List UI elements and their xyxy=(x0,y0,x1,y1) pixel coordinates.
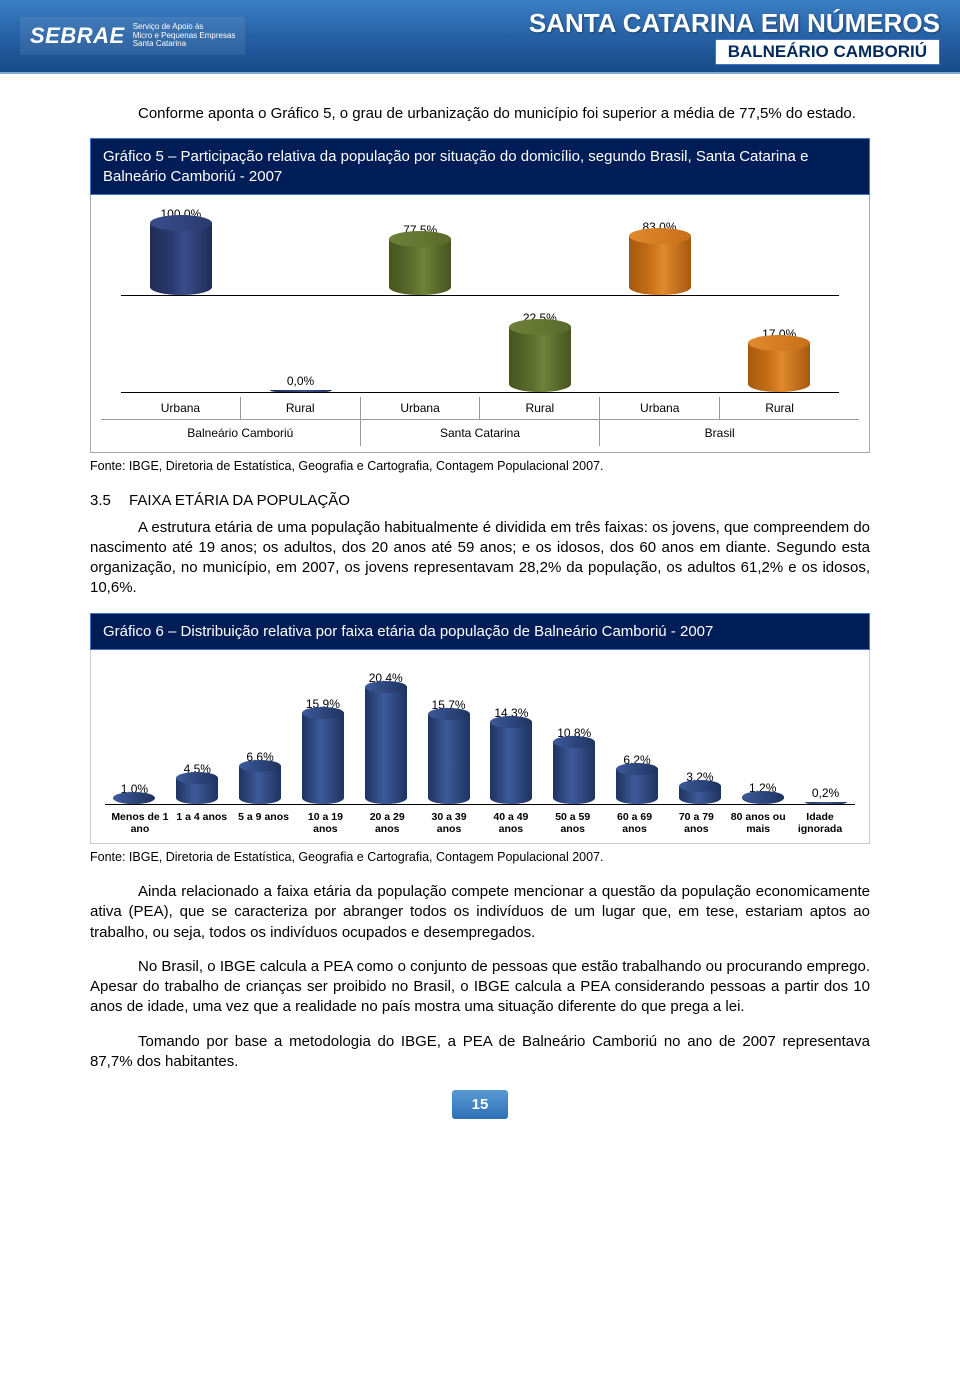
header-subtitle: BALNEÁRIO CAMBORIÚ xyxy=(715,39,940,65)
chart6-bar: 6,2% xyxy=(608,664,667,804)
chart6-category-label: Idade ignorada xyxy=(791,811,849,835)
chart5-category-label: Rural xyxy=(719,397,839,419)
chart5-bar-slot xyxy=(360,302,480,392)
chart5-category-label: Urbana xyxy=(360,397,480,419)
chart6-category-label: 50 a 59 anos xyxy=(544,811,602,835)
chart6-bar: 20,4% xyxy=(356,664,415,804)
chart5-bar-slot xyxy=(241,205,361,295)
chart6-bar-label: 0,2% xyxy=(812,786,839,800)
paragraph-after-2: No Brasil, o IBGE calcula a PEA como o c… xyxy=(90,957,870,1018)
chart6-category-label: 60 a 69 anos xyxy=(606,811,664,835)
chart5-group-label: Santa Catarina xyxy=(360,420,600,446)
chart5-bar-slot: 77,5% xyxy=(360,205,480,295)
chart6-category-label: 80 anos ou mais xyxy=(729,811,787,835)
chart5-group-label: Balneário Camboriú xyxy=(121,420,360,446)
section-heading: 3.5 FAIXA ETÁRIA DA POPULAÇÃO xyxy=(90,491,870,511)
page-header: SEBRAE Serviço de Apoio às Micro e Peque… xyxy=(0,0,960,74)
chart6-bar: 3,2% xyxy=(670,664,729,804)
chart5-bar-slot xyxy=(719,205,839,295)
chart5-category-label: Urbana xyxy=(599,397,719,419)
chart5-source: Fonte: IBGE, Diretoria de Estatística, G… xyxy=(90,459,870,473)
chart6-category-label: 40 a 49 anos xyxy=(482,811,540,835)
chart6-bar: 4,5% xyxy=(168,664,227,804)
chart6-bar: 0,2% xyxy=(796,664,855,804)
logo-subtitle: Serviço de Apoio às Micro e Pequenas Emp… xyxy=(133,23,236,49)
chart6-category-label: 5 a 9 anos xyxy=(235,811,293,835)
chart5-category-label: Rural xyxy=(479,397,599,419)
chart5-bar-label: 0,0% xyxy=(287,374,314,388)
chart5-bar-slot xyxy=(480,205,600,295)
header-title-wrap: SANTA CATARINA EM NÚMEROS BALNEÁRIO CAMB… xyxy=(529,8,940,65)
logo: SEBRAE Serviço de Apoio às Micro e Peque… xyxy=(20,17,245,55)
chart6-bar: 1,0% xyxy=(105,664,164,804)
paragraph-after-3: Tomando por base a metodologia do IBGE, … xyxy=(90,1032,870,1073)
chart6-source: Fonte: IBGE, Diretoria de Estatística, G… xyxy=(90,850,870,864)
chart5-category-label: Rural xyxy=(240,397,360,419)
header-title: SANTA CATARINA EM NÚMEROS xyxy=(529,8,940,39)
chart5-bar-slot: 0,0% xyxy=(241,302,361,392)
paragraph-after-1: Ainda relacionado a faixa etária da popu… xyxy=(90,882,870,943)
chart5-category-label: Urbana xyxy=(121,397,240,419)
chart6-category-label: 10 a 19 anos xyxy=(296,811,354,835)
chart5-bar-slot: 83,0% xyxy=(600,205,720,295)
chart5-title: Gráfico 5 – Participação relativa da pop… xyxy=(90,138,870,195)
chart5-bar-slot: 17,0% xyxy=(719,302,839,392)
chart6: 1,0%4,5%6,6%15,9%20,4%15,7%14,3%10,8%6,2… xyxy=(90,650,870,844)
chart6-category-label: 1 a 4 anos xyxy=(173,811,231,835)
section-number: 3.5 xyxy=(90,492,111,509)
chart5-bar-slot xyxy=(600,302,720,392)
chart5-bar-slot xyxy=(121,302,241,392)
chart6-bar: 14,3% xyxy=(482,664,541,804)
intro-paragraph: Conforme aponta o Gráfico 5, o grau de u… xyxy=(90,104,870,124)
chart5: 100,0%77,5%83,0% 0,0%22,5%17,0% UrbanaRu… xyxy=(90,195,870,453)
chart6-bar: 1,2% xyxy=(733,664,792,804)
page-number: 15 xyxy=(452,1090,508,1119)
chart6-bar: 10,8% xyxy=(545,664,604,804)
chart6-category-label: 70 a 79 anos xyxy=(667,811,725,835)
chart5-bar-slot: 22,5% xyxy=(480,302,600,392)
chart5-bar-slot: 100,0% xyxy=(121,205,241,295)
chart6-bar: 6,6% xyxy=(231,664,290,804)
section-paragraph-1: A estrutura etária de uma população habi… xyxy=(90,518,870,599)
chart6-bar: 15,7% xyxy=(419,664,478,804)
chart6-category-label: Menos de 1 ano xyxy=(111,811,169,835)
chart5-group-label: Brasil xyxy=(599,420,839,446)
chart6-title: Gráfico 6 – Distribuição relativa por fa… xyxy=(90,613,870,651)
logo-text: SEBRAE xyxy=(30,23,125,49)
chart6-bar: 15,9% xyxy=(293,664,352,804)
chart6-category-label: 20 a 29 anos xyxy=(358,811,416,835)
section-title: FAIXA ETÁRIA DA POPULAÇÃO xyxy=(129,492,350,509)
chart6-category-label: 30 a 39 anos xyxy=(420,811,478,835)
